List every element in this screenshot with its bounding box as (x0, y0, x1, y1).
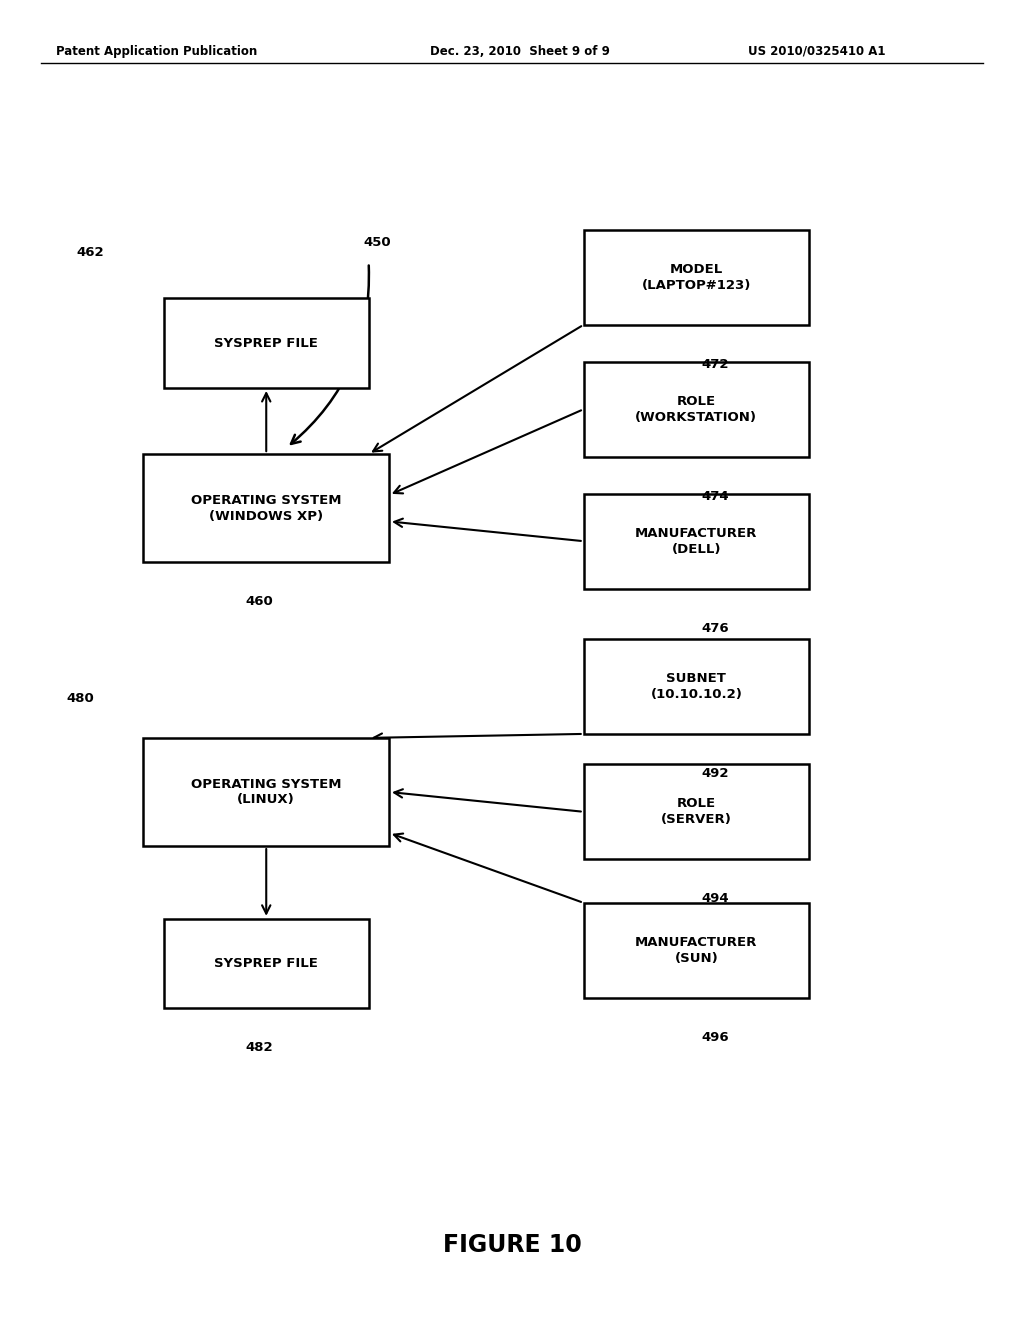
Text: ROLE
(SERVER): ROLE (SERVER) (660, 797, 732, 826)
Text: SYSPREP FILE: SYSPREP FILE (214, 957, 318, 970)
Bar (164, 298, 369, 388)
Text: MODEL
(LAPTOP#123): MODEL (LAPTOP#123) (642, 263, 751, 292)
Text: SUBNET
(10.10.10.2): SUBNET (10.10.10.2) (650, 672, 742, 701)
Text: OPERATING SYSTEM
(LINUX): OPERATING SYSTEM (LINUX) (191, 777, 341, 807)
Text: 480: 480 (67, 692, 94, 705)
Bar (584, 494, 809, 589)
Bar (584, 903, 809, 998)
Bar (143, 738, 389, 846)
Text: 482: 482 (246, 1041, 273, 1055)
Text: SYSPREP FILE: SYSPREP FILE (214, 337, 318, 350)
Text: 462: 462 (77, 246, 104, 259)
Text: OPERATING SYSTEM
(WINDOWS XP): OPERATING SYSTEM (WINDOWS XP) (191, 494, 341, 523)
Bar (143, 454, 389, 562)
Text: 472: 472 (701, 358, 729, 371)
Text: Dec. 23, 2010  Sheet 9 of 9: Dec. 23, 2010 Sheet 9 of 9 (430, 45, 610, 58)
Text: MANUFACTURER
(DELL): MANUFACTURER (DELL) (635, 527, 758, 556)
Bar (584, 362, 809, 457)
Text: FIGURE 10: FIGURE 10 (442, 1233, 582, 1257)
Text: 494: 494 (701, 892, 729, 906)
Text: 492: 492 (701, 767, 729, 780)
Bar (584, 639, 809, 734)
Bar (164, 919, 369, 1008)
Text: MANUFACTURER
(SUN): MANUFACTURER (SUN) (635, 936, 758, 965)
Text: 450: 450 (364, 236, 391, 249)
Text: 474: 474 (701, 490, 729, 503)
Bar (584, 230, 809, 325)
Text: 496: 496 (701, 1031, 729, 1044)
Text: 476: 476 (701, 622, 729, 635)
Bar (584, 764, 809, 859)
Text: 460: 460 (246, 595, 273, 609)
Text: US 2010/0325410 A1: US 2010/0325410 A1 (748, 45, 885, 58)
Text: Patent Application Publication: Patent Application Publication (56, 45, 258, 58)
Text: ROLE
(WORKSTATION): ROLE (WORKSTATION) (635, 395, 758, 424)
